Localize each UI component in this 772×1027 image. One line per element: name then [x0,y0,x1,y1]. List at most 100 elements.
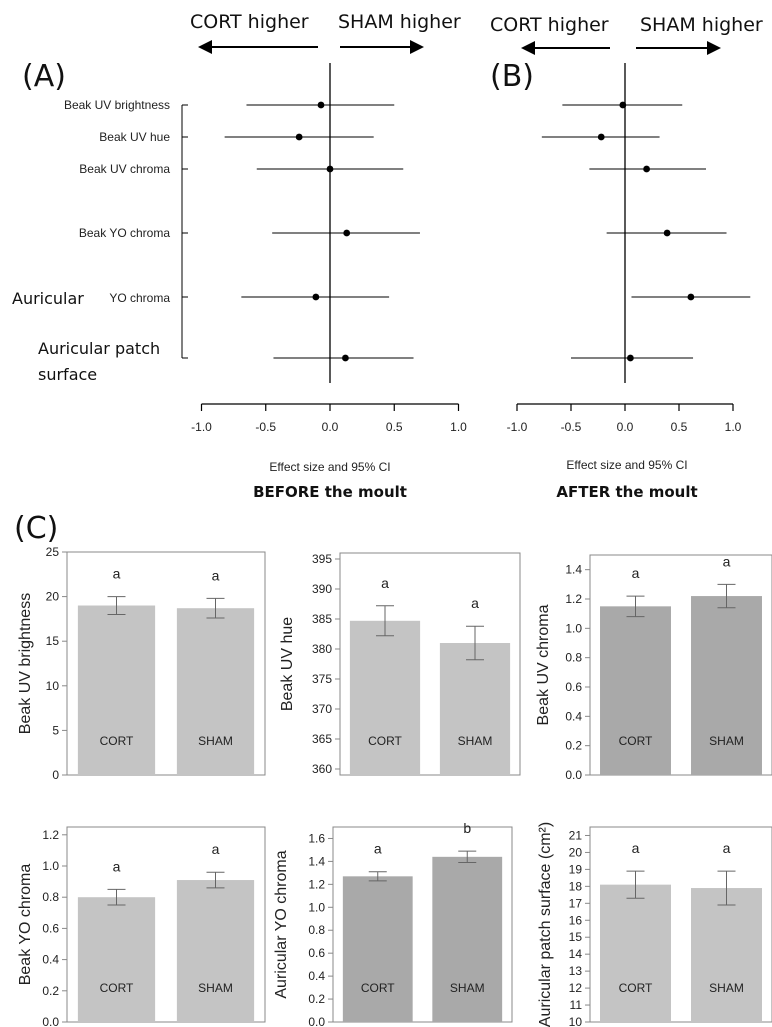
panel-b-x-tick-label: 0.5 [671,420,688,434]
panel-b-estimate-point [663,229,671,237]
c4-category-label: CORT [100,981,134,995]
c3-significance-letter: a [723,553,731,569]
c5-y-tick-label: 0.4 [308,969,325,983]
c6-y-tick-label: 20 [569,845,583,859]
c6-y-tick-label: 16 [569,913,583,927]
c5-y-tick-label: 1.4 [308,854,325,868]
c6-y-tick-label: 13 [569,964,583,978]
c2-y-tick-label: 390 [312,582,332,596]
c3-bar-cort [600,606,671,775]
c5-y-tick-label: 1.2 [308,877,325,891]
c6-y-tick-label: 11 [570,998,583,1012]
c6-significance-letter: a [632,840,640,856]
panel-a-letter: (A) [22,59,66,94]
c5-y-axis-label: Auricular YO chroma [273,850,290,998]
c1-plot-frame [66,551,266,776]
c4-y-tick-label: 0.2 [42,984,59,998]
panel-b-left-direction: CORT higher [490,14,609,36]
c5-y-tick-label: 0.0 [308,1015,325,1027]
c4-y-tick-label: 0.6 [42,921,59,935]
c3-y-tick-label: 0.0 [565,768,582,782]
c3-y-axis-label: Beak UV chroma [535,604,552,725]
panel-a-estimate-point [312,293,320,301]
panel-c-letter: (C) [14,511,58,546]
panel-a-right-direction: SHAM higher [338,11,461,33]
c2-y-tick-label: 360 [312,762,332,776]
c6-y-tick-label: 10 [569,1015,583,1027]
c5-y-tick-label: 0.6 [308,946,325,960]
c2-y-axis-label: Beak UV hue [279,617,296,711]
c3-y-tick-label: 0.8 [565,651,582,665]
c2-category-label: SHAM [458,734,493,748]
c4-significance-letter: a [212,841,220,857]
forest-plot-after: -1.0 -0.5 0.0 0.5 1.0 [507,63,751,434]
c3-y-tick-label: 1.4 [565,563,582,577]
c3-significance-letter: a [632,565,640,581]
c3-y-tick-label: 1.2 [565,592,582,606]
c2-plot-frame [339,552,521,776]
c1-bar-cort [77,605,156,775]
c5-y-tick-label: 0.2 [308,992,325,1006]
c6-y-tick-label: 12 [569,981,583,995]
panel-a-x-tick-label: 0.0 [322,420,339,434]
panel-b-left-arrowhead [521,41,535,55]
bar-chart-c2: 360 365 370 375 380 385 390 395 Beak UV hue a CORT… [279,552,521,776]
panel-b-caption: AFTER the moult [556,483,697,501]
c5-y-tick-label: 0.8 [308,923,325,937]
panel-a-right-arrowhead [410,40,424,54]
c4-category-label: SHAM [198,981,233,995]
bar-chart-c6: 10 11 12 13 14 15 16 17 18 19 20 21 Auricular patch … [537,822,772,1027]
panel-b-x-tick-label: 1.0 [725,420,742,434]
panel-a-x-tick-label: 1.0 [450,420,467,434]
c6-category-label: SHAM [709,981,744,995]
panel-a-x-tick-label: -0.5 [255,420,276,434]
panel-a-left-direction: CORT higher [190,11,309,33]
c2-y-tick-label: 370 [312,702,332,716]
c1-y-axis-label: Beak UV brightness [17,593,34,734]
c1-y-tick-label: 20 [46,590,60,604]
panel-b-estimate-point [597,133,605,141]
c1-category-label: SHAM [198,734,233,748]
panel-b-estimate-point [687,293,695,301]
panel-b-estimate-point [643,165,650,173]
c1-y-tick-label: 0 [52,768,59,782]
c6-y-tick-label: 14 [569,947,583,961]
c5-category-label: CORT [361,981,395,995]
panel-b-estimate-point [619,101,627,109]
c6-y-tick-label: 19 [569,862,583,876]
panel-a-estimate-point [326,165,334,173]
c4-bar-cort [77,897,156,1022]
panel-a-category-label: Auricular patch [38,339,160,358]
panel-a-estimate-point [342,354,349,362]
c2-significance-letter: a [471,595,479,611]
c5-y-tick-label: 1.6 [308,831,325,845]
panel-b-x-tick-label: -1.0 [507,420,528,434]
c4-y-tick-label: 0.8 [42,890,59,904]
c1-y-tick-label: 5 [52,723,59,737]
c2-y-tick-label: 395 [312,552,332,566]
c6-bar-sham [691,888,762,1022]
c5-significance-letter: a [374,841,382,857]
c4-y-tick-label: 0.4 [42,953,59,967]
c4-y-axis-label: Beak YO chroma [17,864,34,986]
c5-bar-sham [432,856,503,1022]
c3-y-tick-label: 1.0 [565,621,582,635]
c1-significance-letter: a [113,566,121,582]
c6-y-tick-label: 15 [569,930,583,944]
c2-y-tick-label: 385 [312,612,332,626]
forest-plot-before: -1.0 -0.5 0.0 0.5 1.0 Beak UV brightness Beak … [12,63,467,434]
c4-significance-letter: a [113,858,121,874]
panel-a-x-axis-label: Effect size and 95% CI [269,460,390,474]
c6-significance-letter: a [723,840,731,856]
panel-b-estimate-point [627,354,634,362]
c1-significance-letter: a [212,567,220,583]
c2-bar-cort [349,620,421,775]
c6-y-axis-label: Auricular patch surface (cm²) [537,822,554,1027]
panel-b-x-axis-label: Effect size and 95% CI [566,458,687,472]
panel-a-category-label: Beak YO chroma [79,226,170,240]
c1-bar-sham [176,608,255,775]
panel-a-category-label: YO chroma [109,291,170,305]
c4-y-tick-label: 0.0 [42,1015,59,1027]
c1-y-tick-label: 15 [46,634,60,648]
